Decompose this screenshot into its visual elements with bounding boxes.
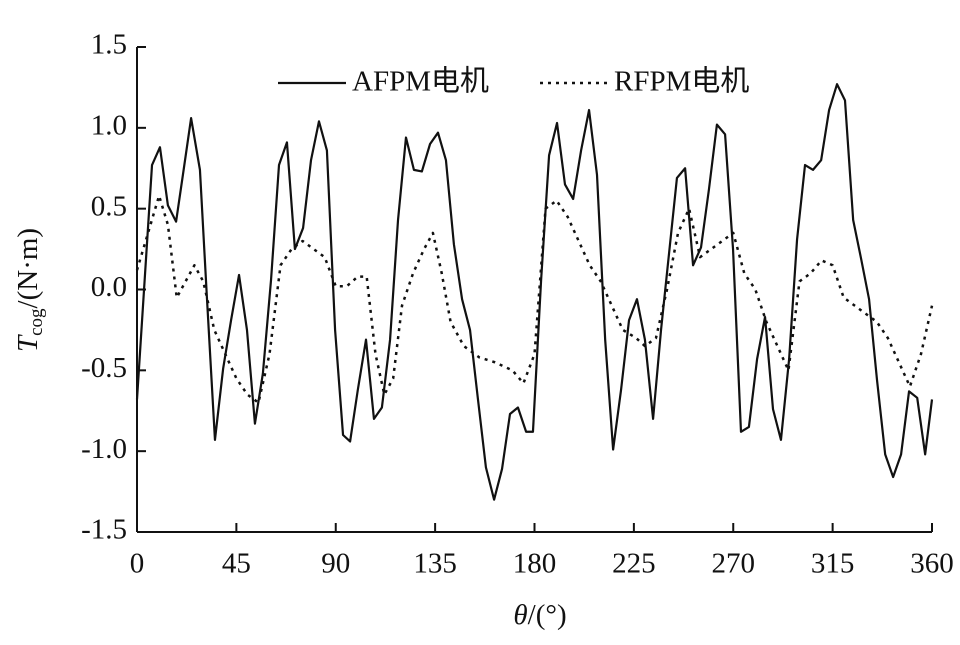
y-tick-label: 0.0 — [91, 271, 127, 303]
x-tick-label: 0 — [130, 548, 145, 580]
x-tick-label: 135 — [413, 548, 457, 580]
x-tick-label: 180 — [513, 548, 557, 580]
y-axis-label: Tcog/(N·m) — [12, 228, 48, 352]
series-line — [135, 194, 934, 404]
legend-label: AFPM电机 — [352, 65, 489, 98]
legend-label: RFPM电机 — [614, 65, 749, 98]
y-axis-unit: /(N·m) — [12, 228, 44, 309]
x-tick-label: 90 — [321, 548, 350, 580]
y-tick-label: 0.5 — [91, 190, 127, 222]
x-tick-label: 225 — [612, 548, 656, 580]
x-tick-label: 45 — [222, 548, 251, 580]
x-tick-label: 360 — [910, 548, 954, 580]
y-tick-label: -0.5 — [81, 352, 127, 384]
y-tick-label: -1.0 — [81, 433, 127, 465]
y-axis-sub: cog — [26, 308, 47, 336]
series-line — [135, 83, 934, 501]
x-tick-label: 270 — [712, 548, 756, 580]
x-axis-symbol: θ — [513, 599, 527, 631]
y-tick-label: 1.0 — [91, 109, 127, 141]
y-tick-label: 1.5 — [91, 29, 127, 61]
y-axis-symbol: T — [12, 334, 44, 352]
x-tick-label: 315 — [811, 548, 855, 580]
x-axis-unit: /(°) — [528, 599, 567, 631]
y-tick-label: -1.5 — [81, 514, 127, 546]
x-axis-label: θ/(°) — [513, 599, 566, 631]
